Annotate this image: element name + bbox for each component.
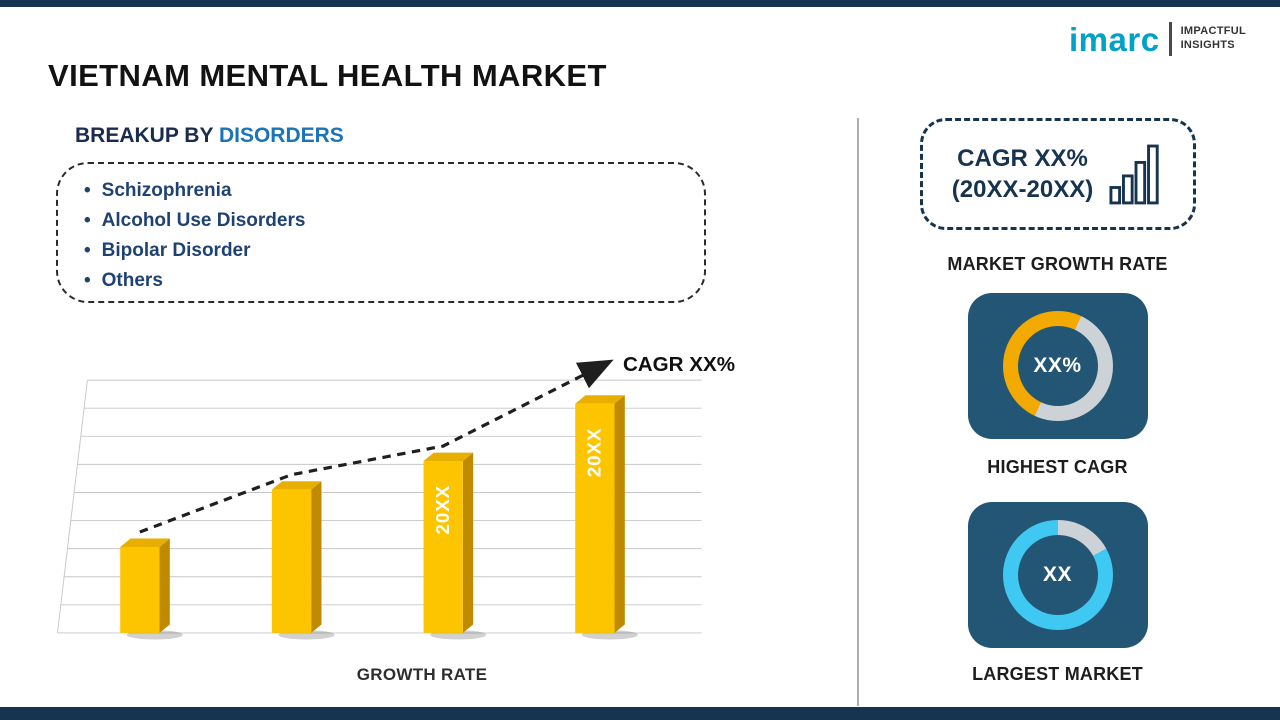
disorders-list: Schizophrenia Alcohol Use Disorders Bipo… [84,176,678,296]
disorder-item: Schizophrenia [84,176,678,206]
breakup-heading-highlight: DISORDERS [218,124,344,147]
market-growth-rate-label: MARKET GROWTH RATE [947,254,1168,274]
cagr-dashed-box: CAGR XX% (20XX-20XX) [919,118,1196,230]
disorder-item: Bipolar Disorder [84,236,678,266]
highest-cagr-label: HIGHEST CAGR [987,457,1128,477]
logo-tagline-line2: INSIGHTS [1180,39,1235,51]
growth-rate-chart: 20XX 20XX CAGR XX% GROWTH RATE [46,338,758,685]
imarc-logo-text: imarc [1069,20,1160,58]
chart-x-axis-label: GROWTH RATE [356,665,488,684]
bar [271,489,312,633]
top-strip [0,0,1280,7]
cagr-period: (20XX-20XX) [951,176,1094,203]
disorders-list-box: Schizophrenia Alcohol Use Disorders Bipo… [56,162,706,303]
trend-line [139,359,614,534]
bar [575,403,615,633]
vertical-divider [857,118,859,706]
bar-side [462,452,474,633]
bar-label: 20XX [432,485,453,535]
imarc-logo: imarc IMPACTFUL INSIGHTS [1069,22,1246,56]
breakup-heading: BREAKUP BY DISORDERS [75,124,344,148]
bar-side [311,481,322,633]
bar-top [575,395,625,404]
footer-bar [0,707,1280,720]
disorder-item: Alcohol Use Disorders [84,206,678,236]
page-title: VIETNAM MENTAL HEALTH MARKET [48,58,607,93]
bar-top [120,538,170,547]
largest-market-donut: XX [1002,520,1113,630]
right-panel: CAGR XX% (20XX-20XX) MARKET GROWTH RATE … [880,118,1235,685]
bar-side [159,538,170,633]
largest-market-card: XX [967,502,1148,648]
logo-divider [1168,22,1172,56]
largest-market-value: XX [1042,563,1072,586]
breakup-heading-prefix: BREAKUP BY [75,124,214,147]
highest-cagr-value: XX% [1033,354,1082,377]
growth-bars-icon [1109,144,1159,205]
bar-side [614,395,625,633]
cagr-text: CAGR XX% (20XX-20XX) [952,143,1093,205]
cagr-trend-label: CAGR XX% [623,353,735,376]
disorder-item: Others [84,266,678,296]
bar-top [271,481,322,490]
highest-cagr-donut: XX% [1002,311,1113,421]
bar-top [423,452,474,462]
logo-tagline: IMPACTFUL INSIGHTS [1181,25,1246,53]
bar [120,546,160,633]
largest-market-label: LARGEST MARKET [972,664,1143,684]
logo-tagline-line1: IMPACTFUL [1180,25,1246,38]
bar-label: 20XX [584,428,605,478]
cagr-value: CAGR XX% [957,144,1088,172]
highest-cagr-card: XX% [967,293,1148,439]
growth-chart-svg: 20XX 20XX CAGR XX% [57,353,735,640]
bar [423,461,463,633]
